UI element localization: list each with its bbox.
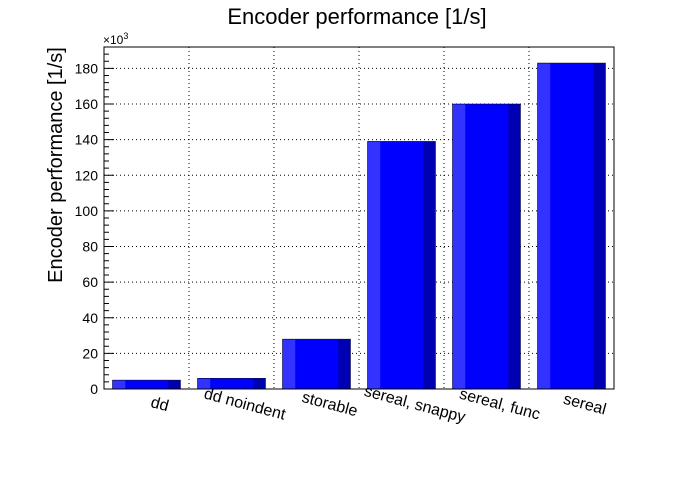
chart-title: Encoder performance [1/s]: [227, 4, 486, 29]
y-tick-label: 0: [90, 381, 98, 397]
bar-shadow: [168, 380, 180, 389]
bar-highlight: [453, 104, 466, 389]
y-tick-label: 20: [82, 345, 98, 361]
bar-shadow: [423, 141, 435, 389]
y-axis-multiplier-base: ×10: [103, 33, 124, 47]
bar-highlight: [113, 380, 126, 389]
x-tick-label: sereal: [561, 391, 607, 419]
x-tick-label: dd: [149, 394, 171, 415]
y-tick-label: 100: [75, 203, 99, 219]
y-tick-label: 80: [82, 239, 98, 255]
bar-highlight: [198, 378, 211, 389]
y-axis-multiplier-exponent: 3: [123, 31, 128, 41]
y-tick-label: 160: [75, 96, 99, 112]
bar-highlight: [538, 63, 551, 389]
bar-highlight: [283, 339, 296, 389]
x-tick-label: sereal, func: [458, 386, 542, 424]
y-tick-label: 180: [75, 60, 99, 76]
bar-shadow: [338, 339, 350, 389]
bar-shadow: [593, 63, 605, 389]
y-axis-multiplier: ×103: [103, 31, 128, 47]
y-tick-label: 120: [75, 167, 99, 183]
bars: [112, 62, 606, 390]
bar-shadow: [508, 104, 520, 389]
y-axis-label: Encoder performance [1/s]: [45, 47, 67, 283]
x-tick-label: storable: [300, 389, 359, 420]
y-ticks: 0 20 40 60 80 100 120 140 160 180: [75, 46, 114, 397]
y-tick-label: 140: [75, 132, 99, 148]
x-tick-label: dd noindent: [202, 386, 288, 424]
grid-lines: [104, 47, 614, 389]
bar-shadow: [253, 378, 265, 389]
y-tick-label: 60: [82, 274, 98, 290]
y-tick-label: 40: [82, 310, 98, 326]
bar-highlight: [368, 141, 381, 389]
